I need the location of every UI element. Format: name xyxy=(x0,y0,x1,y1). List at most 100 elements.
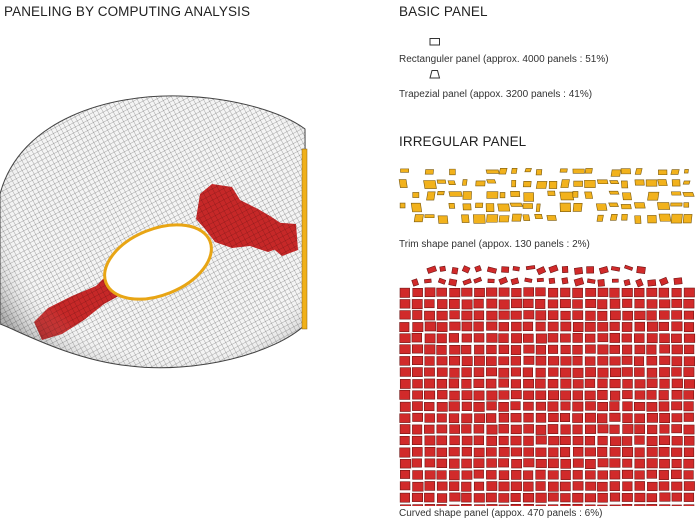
curved-panel xyxy=(683,481,695,491)
curved-panel xyxy=(424,310,435,321)
curved-panel xyxy=(610,265,621,272)
paneled-surface-model xyxy=(0,95,308,369)
curved-panel xyxy=(560,356,572,366)
trim-panel xyxy=(486,179,497,184)
curved-panel xyxy=(510,413,522,423)
curved-panel xyxy=(424,390,436,400)
trim-panel xyxy=(633,202,646,209)
curved-panel xyxy=(683,447,695,458)
trim-panel xyxy=(535,169,543,176)
curved-panel xyxy=(610,367,622,378)
trim-panel xyxy=(683,169,689,174)
curved-panel xyxy=(448,413,460,424)
curved-panel xyxy=(572,367,584,378)
curved-panel xyxy=(671,458,682,469)
trim-panel xyxy=(609,213,618,221)
curved-panel xyxy=(424,278,432,284)
curved-panel xyxy=(523,412,534,423)
curved-panel xyxy=(646,390,657,400)
trim-panel xyxy=(560,179,570,188)
curved-panel xyxy=(572,424,583,435)
curved-panel xyxy=(634,287,645,298)
curved-panel xyxy=(523,310,535,320)
curved-panel xyxy=(547,492,559,502)
curved-panel xyxy=(671,389,683,400)
curved-panel xyxy=(646,344,657,355)
curved-panel xyxy=(523,503,534,506)
curved-panel xyxy=(523,435,534,446)
curved-panel xyxy=(621,367,633,377)
curved-panel xyxy=(486,413,497,423)
curved-panel xyxy=(486,481,498,491)
curved-panel xyxy=(473,402,485,412)
curved-panel xyxy=(426,265,437,274)
curved-panel xyxy=(646,356,658,366)
curved-panel xyxy=(399,436,410,446)
curved-panel xyxy=(559,299,571,309)
curved-panel xyxy=(584,378,596,388)
curved-panel xyxy=(683,470,694,480)
curved-panel xyxy=(621,436,633,446)
trim-panel xyxy=(447,180,456,186)
trim-panel xyxy=(486,214,499,223)
curved-panel xyxy=(683,356,695,367)
curved-panel xyxy=(646,493,658,503)
curved-panel xyxy=(535,469,546,480)
curved-panel xyxy=(424,287,436,298)
trim-panel xyxy=(584,191,594,199)
curved-panel xyxy=(473,435,484,446)
irregular-panel-heading: IRREGULAR PANEL xyxy=(399,134,527,149)
curved-panel xyxy=(511,333,522,344)
curved-panel xyxy=(597,279,605,287)
curved-panel xyxy=(621,333,632,343)
curved-panel xyxy=(646,436,658,447)
curved-panel xyxy=(659,458,670,469)
curved-panel xyxy=(424,299,435,309)
curved-panel xyxy=(510,277,520,286)
curved-panel xyxy=(560,333,571,343)
curved-panel xyxy=(436,310,448,321)
curved-panel xyxy=(572,492,584,503)
curved-panel xyxy=(611,278,619,283)
trim-panel xyxy=(448,203,456,209)
curved-panel xyxy=(510,493,521,502)
curved-panel xyxy=(597,344,609,355)
curved-panel xyxy=(597,401,609,412)
trim-panel xyxy=(645,179,658,187)
trim-panel xyxy=(499,192,506,199)
curved-panel xyxy=(609,470,621,480)
curved-panel xyxy=(461,435,473,446)
curved-panel xyxy=(412,504,423,506)
curved-panel xyxy=(623,279,631,287)
curved-panel xyxy=(683,287,695,298)
curved-panel xyxy=(646,287,658,297)
curved-panel xyxy=(559,435,571,445)
curved-panel xyxy=(597,333,609,343)
trim-panel xyxy=(559,191,575,201)
curved-panel xyxy=(449,321,461,331)
curved-panel xyxy=(412,412,423,422)
trim-panel xyxy=(485,169,500,174)
curved-panel xyxy=(511,321,522,332)
trim-panel xyxy=(535,203,541,212)
curved-panel xyxy=(572,446,584,457)
curved-panel xyxy=(523,378,535,389)
curved-panel xyxy=(473,333,485,343)
curved-panel xyxy=(572,413,584,423)
curved-panel xyxy=(634,390,646,400)
curved-panel xyxy=(510,379,522,389)
trim-panel xyxy=(412,192,420,198)
trim-panel xyxy=(546,215,557,221)
curved-panel xyxy=(673,277,683,285)
trim-panel xyxy=(535,181,548,189)
curved-panel xyxy=(683,504,695,506)
curved-panel xyxy=(448,298,460,309)
curved-panel xyxy=(535,481,546,491)
curved-panel xyxy=(449,435,460,446)
curved-panel xyxy=(424,333,436,344)
curved-panel xyxy=(399,367,411,377)
curved-panel xyxy=(436,378,448,389)
curved-panel xyxy=(560,470,571,480)
trim-panel xyxy=(572,191,579,198)
trim-panel xyxy=(522,180,532,188)
